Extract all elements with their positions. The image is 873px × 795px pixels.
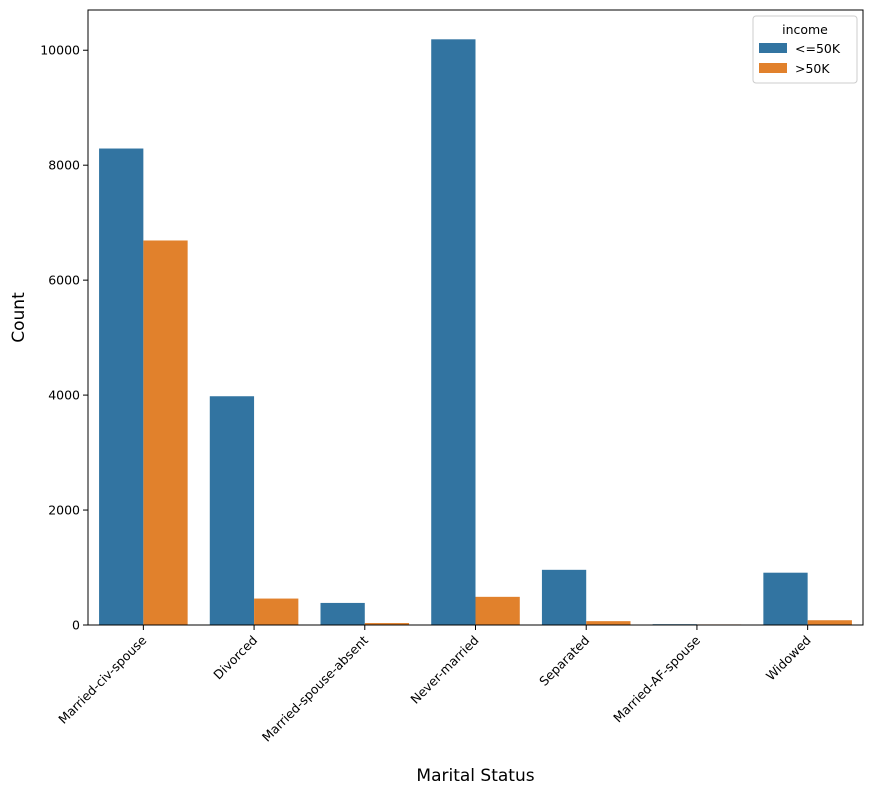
bar-le50k-6: [763, 572, 808, 625]
x-tick-label: Married-AF-spouse: [610, 632, 703, 725]
y-tick-label: 4000: [48, 388, 80, 403]
legend-label: >50K: [795, 61, 830, 76]
y-tick-label: 10000: [40, 43, 80, 58]
x-tick-label: Divorced: [210, 633, 260, 683]
legend-swatch: [759, 63, 787, 73]
bars-layer: [99, 39, 852, 626]
legend-title: income: [782, 22, 828, 37]
bar-gt50k-2: [364, 623, 410, 625]
x-tick-label: Married-spouse-absent: [259, 632, 371, 744]
y-tick-label: 0: [72, 618, 80, 633]
bar-gt50k-6: [807, 620, 852, 625]
bar-le50k-2: [320, 602, 365, 625]
legend-swatch: [759, 43, 787, 53]
bar-gt50k-4: [586, 621, 631, 625]
y-tick-label: 8000: [48, 158, 80, 173]
legend-items: <=50K >50K: [759, 41, 841, 76]
bar-le50k-1: [209, 396, 255, 625]
bar-le50k-0: [99, 148, 144, 626]
bar-gt50k-1: [254, 598, 299, 625]
y-tick-label: 2000: [48, 503, 80, 518]
x-tick-label: Never-married: [407, 633, 481, 707]
plot-frame: [87, 9, 864, 626]
x-tick-label: Separated: [536, 633, 592, 689]
legend: income <=50K >50K: [752, 15, 858, 84]
x-axis-title: Marital Status: [416, 766, 534, 786]
x-tick-label: Widowed: [763, 633, 814, 684]
y-tick-label: 6000: [48, 273, 80, 288]
bar-gt50k-0: [143, 240, 188, 625]
bar-gt50k-3: [475, 596, 520, 625]
x-tick-label: Married-civ-spouse: [55, 632, 149, 726]
bar-le50k-4: [541, 569, 587, 625]
y-axis-title: Count: [9, 292, 29, 343]
y-axis: 0 2000 4000 6000 8000 10000: [40, 43, 88, 633]
legend-label: <=50K: [795, 41, 841, 56]
bar-le50k-3: [431, 39, 476, 625]
x-axis: Married-civ-spouse DivorcedMarried-spouse…: [55, 625, 814, 745]
